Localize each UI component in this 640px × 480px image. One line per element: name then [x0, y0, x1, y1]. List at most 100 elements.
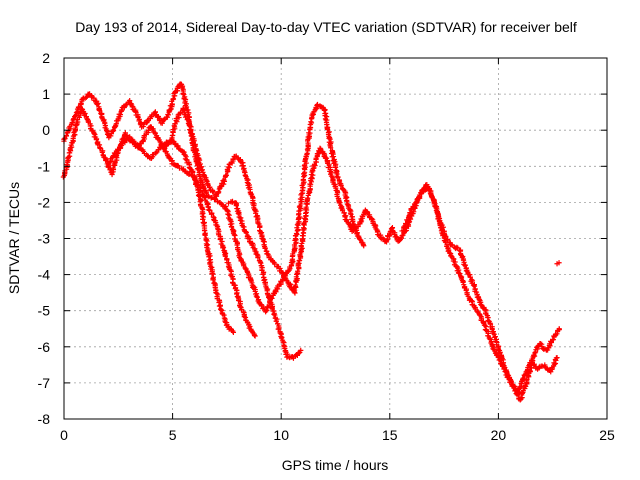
- marker-arc-5: [235, 210, 241, 216]
- marker-arc-4: [207, 207, 213, 214]
- marker-arc-1: [229, 224, 235, 230]
- marker-arc-2: [221, 177, 227, 183]
- y-tick-label: -5: [38, 303, 51, 319]
- marker-arc-1: [152, 109, 158, 116]
- marker-arc-1: [263, 307, 270, 314]
- marker-arc-1: [63, 133, 69, 139]
- marker-arc-2: [399, 233, 405, 239]
- marker-point: [556, 260, 562, 266]
- y-tick-label: 0: [42, 122, 50, 138]
- marker-arc-5: [255, 254, 261, 261]
- x-axis-title: GPS time / hours: [282, 457, 389, 473]
- marker-arc-3: [230, 329, 237, 335]
- marker-arc-2: [244, 179, 250, 186]
- data-markers: [60, 81, 562, 403]
- marker-arc-1: [180, 91, 186, 97]
- marker-arc-7: [556, 326, 562, 332]
- marker-arc-1: [117, 111, 124, 118]
- marker-arc-7: [527, 368, 533, 374]
- marker-arc-2: [341, 210, 347, 216]
- marker-arc-1: [328, 145, 334, 151]
- x-tick-label: 5: [169, 427, 177, 443]
- marker-arc-7: [447, 250, 453, 256]
- marker-arc-7: [508, 379, 514, 385]
- marker-arc-1: [205, 193, 211, 199]
- marker-arc-1: [361, 243, 367, 249]
- marker-arc-1: [95, 100, 101, 106]
- marker-arc-2: [260, 238, 267, 244]
- y-tick-label: -1: [38, 158, 51, 174]
- marker-arc-2: [74, 119, 80, 125]
- marker-arc-7: [515, 391, 521, 397]
- marker-arc-1: [308, 119, 314, 125]
- marker-arc-6: [413, 199, 420, 205]
- marker-arc-4: [161, 145, 167, 152]
- marker-arc-5: [243, 230, 249, 236]
- marker-arc-5: [275, 326, 282, 332]
- marker-arc-2: [145, 127, 152, 133]
- marker-arc-2: [150, 126, 156, 132]
- marker-arc-3: [175, 143, 181, 149]
- marker-arc-6: [554, 355, 560, 361]
- marker-arc-1: [185, 107, 191, 113]
- marker-arc-7: [554, 331, 560, 337]
- marker-arc-4: [192, 176, 198, 182]
- marker-arc-2: [188, 128, 194, 134]
- marker-arc-3: [195, 192, 202, 199]
- marker-arc-5: [298, 347, 304, 354]
- marker-arc-2: [296, 258, 302, 264]
- marker-arc-7: [457, 270, 463, 277]
- marker-arc-5: [271, 311, 277, 318]
- y-tick-label: -2: [38, 194, 51, 210]
- marker-arc-1: [170, 96, 176, 102]
- marker-arc-1: [326, 129, 332, 135]
- marker-arc-4: [252, 333, 258, 339]
- marker-arc-1: [338, 183, 344, 189]
- marker-arc-1: [123, 102, 129, 108]
- x-tick-labels: 0 5 10 15 20 25: [60, 427, 615, 443]
- chart-title: Day 193 of 2014, Sidereal Day-to-day VTE…: [75, 19, 577, 35]
- marker-arc-1: [69, 120, 75, 126]
- y-tick-label: -8: [38, 411, 51, 427]
- marker-arc-7: [532, 350, 538, 356]
- y-tick-label: 2: [42, 50, 50, 66]
- marker-arc-2: [93, 136, 100, 142]
- marker-arc-2: [199, 167, 205, 173]
- y-tick-label: -3: [38, 231, 51, 247]
- marker-arc-5: [290, 355, 297, 361]
- marker-arc-1: [293, 230, 300, 237]
- y-tick-label: -7: [38, 375, 51, 391]
- x-tick-label: 10: [273, 427, 289, 443]
- marker-arc-2: [384, 237, 390, 243]
- marker-arc-2: [262, 245, 268, 251]
- y-axis-title: SDTVAR / TECUs: [6, 182, 22, 294]
- marker-arc-1: [144, 117, 151, 124]
- marker-arc-7: [493, 350, 499, 356]
- marker-arc-6: [462, 262, 468, 268]
- marker-arc-2: [255, 220, 261, 226]
- marker-arc-1: [356, 236, 363, 242]
- axis-ticks: [63, 57, 608, 420]
- marker-arc-4: [206, 207, 212, 213]
- marker-arc-2: [225, 164, 231, 170]
- marker-arc-2: [287, 281, 293, 287]
- marker-arc-3: [118, 142, 125, 148]
- marker-arc-4: [220, 245, 226, 251]
- y-tick-label: -4: [38, 267, 51, 283]
- y-tick-labels: -8 -7 -6 -5 -4 -3 -2 -1 0 1 2: [38, 50, 51, 427]
- marker-arc-5: [282, 348, 288, 354]
- marker-arc-5: [296, 350, 302, 356]
- marker-arc-2: [223, 172, 229, 178]
- marker-arc-2: [67, 145, 74, 151]
- marker-arc-3: [107, 159, 113, 165]
- marker-arc-2: [272, 261, 278, 267]
- marker-arc-5: [272, 312, 278, 318]
- marker-arc-4: [231, 282, 238, 288]
- marker-arc-2: [323, 155, 330, 161]
- marker-arc-5: [273, 318, 279, 324]
- marker-arc-6: [539, 363, 545, 369]
- marker-arc-4: [208, 211, 215, 217]
- marker-arc-2: [216, 189, 222, 195]
- x-tick-label: 20: [491, 427, 507, 443]
- x-tick-label: 15: [382, 427, 398, 443]
